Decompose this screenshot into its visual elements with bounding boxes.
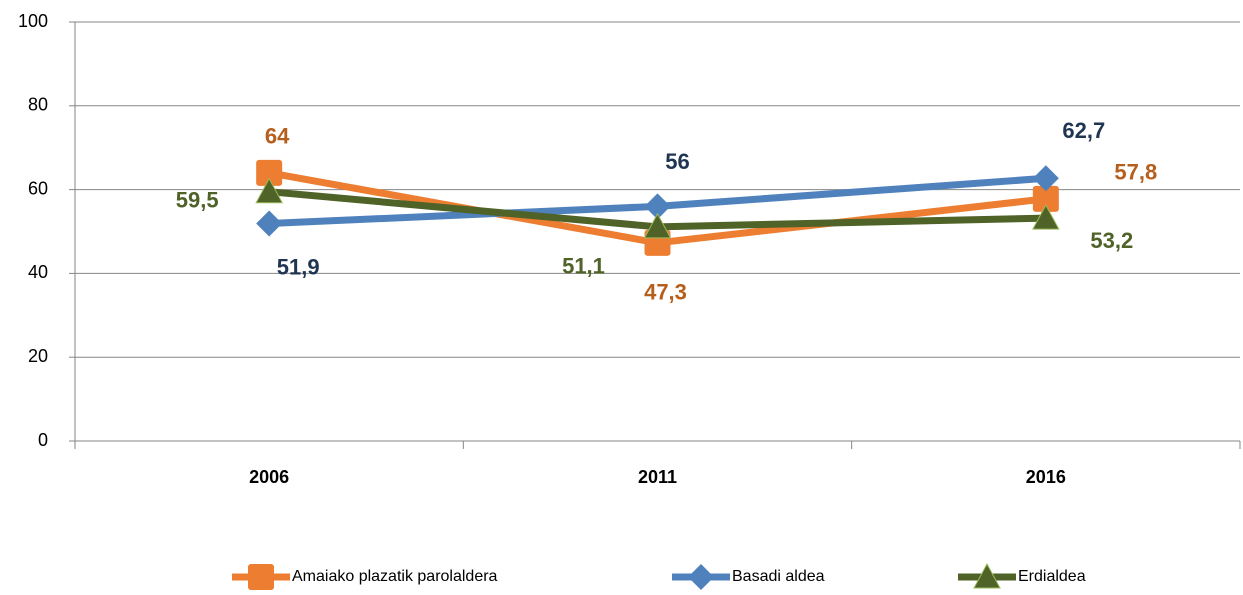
legend-marker (688, 564, 714, 590)
legend-label: Basadi aldea (732, 568, 825, 585)
data-label: 51,9 (277, 254, 320, 279)
point-marker (644, 193, 671, 220)
legend-marker (248, 564, 274, 590)
point-marker (256, 210, 283, 237)
point-marker (1031, 204, 1060, 230)
legend-marker (973, 562, 1001, 589)
point-marker (1032, 185, 1059, 212)
x-tick-label: 2011 (638, 467, 677, 487)
data-label: 59,5 (176, 188, 219, 213)
point-marker (255, 177, 284, 204)
data-label: 51,1 (562, 254, 605, 279)
y-tick-label: 40 (28, 262, 48, 282)
data-label: 56 (665, 149, 689, 174)
y-tick-label: 100 (18, 11, 48, 31)
x-tick-label: 2016 (1026, 467, 1066, 487)
y-tick-label: 60 (28, 178, 48, 198)
data-label: 62,7 (1062, 118, 1105, 143)
y-tick-label: 80 (28, 95, 48, 115)
point-marker (643, 212, 672, 239)
legend-label: Amaiako plazatik parolaldera (292, 568, 498, 585)
point-marker (1032, 165, 1059, 192)
data-label: 53,2 (1090, 228, 1133, 253)
x-tick-label: 2006 (249, 467, 289, 487)
y-tick-label: 0 (38, 430, 48, 450)
data-label: 64 (265, 124, 290, 149)
data-label: 57,8 (1114, 160, 1157, 185)
y-tick-label: 20 (28, 346, 48, 366)
point-marker (256, 159, 283, 186)
data-label: 47,3 (644, 280, 687, 305)
legend-label: Erdialdea (1018, 568, 1086, 585)
